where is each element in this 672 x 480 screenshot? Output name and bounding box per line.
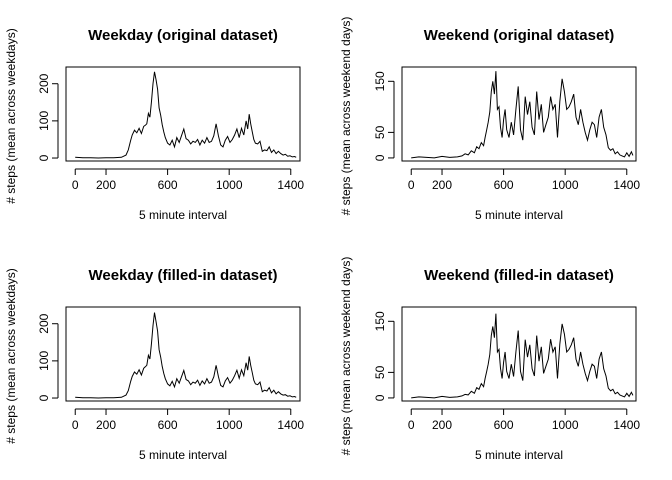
x-tick-label: 1400 (613, 418, 640, 432)
y-tick-label: 200 (37, 73, 51, 93)
y-tick-label: 0 (373, 154, 387, 161)
x-tick-label: 600 (158, 178, 178, 192)
x-tick-label: 1400 (277, 178, 304, 192)
panel-weekend-original: Weekend (original dataset) 5 minute inte… (339, 17, 640, 222)
x-tick-label: 200 (96, 178, 116, 192)
y-axis-label: # steps (mean across weekdays) (4, 268, 18, 443)
x-tick-label: 600 (494, 178, 514, 192)
panel-title: Weekend (filled-in dataset) (424, 267, 614, 284)
x-axis-label: 5 minute interval (475, 208, 563, 222)
x-axis-label: 5 minute interval (139, 448, 227, 462)
x-tick-label: 200 (432, 178, 452, 192)
y-tick-label: 100 (37, 351, 51, 371)
y-axis-label: # steps (mean across weekend days) (339, 257, 353, 456)
x-tick-label: 200 (96, 418, 116, 432)
x-tick-label: 0 (72, 178, 79, 192)
y-tick-label: 100 (37, 111, 51, 131)
y-tick-label: 150 (373, 311, 387, 331)
panel-weekday-filled: Weekday (filled-in dataset) 5 minute int… (4, 267, 304, 462)
plot-frame (65, 306, 301, 402)
plot-frame (401, 66, 637, 162)
x-tick-label: 0 (72, 418, 79, 432)
y-axis-label: # steps (mean across weekend days) (339, 17, 353, 216)
x-tick-label: 0 (408, 178, 415, 192)
x-tick-label: 200 (432, 418, 452, 432)
plot-frame (65, 66, 301, 162)
series-line (411, 71, 634, 159)
y-tick-label: 50 (373, 365, 387, 379)
y-tick-label: 0 (373, 394, 387, 401)
panel-title: Weekday (original dataset) (88, 27, 278, 44)
series-line (75, 312, 297, 399)
y-tick-label: 50 (373, 125, 387, 139)
x-axis-label: 5 minute interval (475, 448, 563, 462)
x-tick-label: 1400 (277, 418, 304, 432)
x-axis-label: 5 minute interval (139, 208, 227, 222)
y-tick-label: 0 (37, 394, 51, 401)
x-tick-label: 1000 (552, 418, 579, 432)
panel-weekday-original: Weekday (original dataset) 5 minute inte… (4, 27, 304, 222)
x-tick-label: 0 (408, 418, 415, 432)
panel-title: Weekend (original dataset) (424, 27, 615, 44)
series-line (75, 71, 297, 159)
plot-frame (401, 306, 637, 402)
panel-weekend-filled: Weekend (filled-in dataset) 5 minute int… (339, 257, 640, 462)
series-line (411, 313, 634, 399)
y-tick-label: 150 (373, 71, 387, 91)
y-tick-label: 0 (37, 154, 51, 161)
panel-title: Weekday (filled-in dataset) (89, 267, 278, 284)
x-tick-label: 1000 (552, 178, 579, 192)
x-tick-label: 1000 (216, 178, 243, 192)
x-tick-label: 1000 (216, 418, 243, 432)
x-tick-label: 1400 (613, 178, 640, 192)
y-tick-label: 200 (37, 313, 51, 333)
x-tick-label: 600 (158, 418, 178, 432)
y-axis-label: # steps (mean across weekdays) (4, 28, 18, 203)
x-tick-label: 600 (494, 418, 514, 432)
